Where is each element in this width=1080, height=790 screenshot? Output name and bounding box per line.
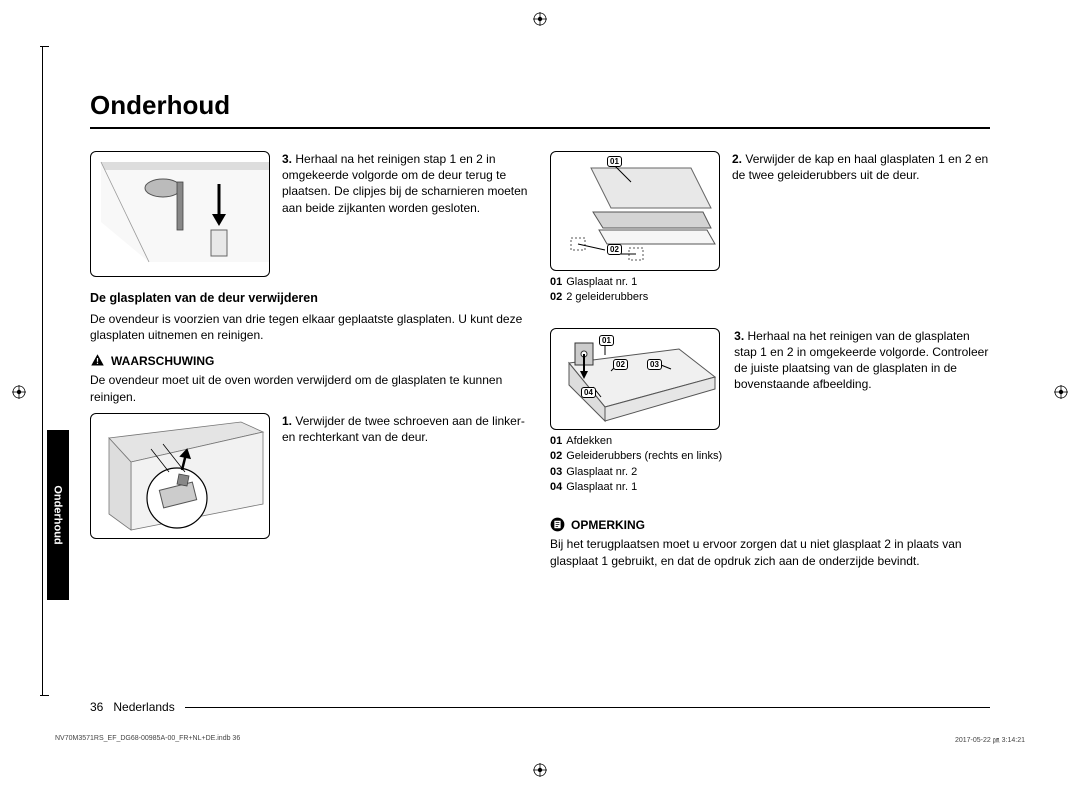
side-tab: Onderhoud <box>47 430 69 600</box>
side-tab-label: Onderhoud <box>52 485 64 544</box>
print-file: NV70M3571RS_EF_DG68-00985A-00_FR+NL+DE.i… <box>55 735 240 745</box>
subhead-glass-removal: De glasplaten van de deur verwijderen <box>90 291 530 305</box>
step-3-reassemble: 3. Herhaal na het reinigen stap 1 en 2 i… <box>282 151 530 277</box>
footer-rule <box>185 707 990 708</box>
note-row: OPMERKING <box>550 517 990 532</box>
right-column: 01 02 01Glasplaat nr. 1 022 geleiderubbe… <box>550 151 990 577</box>
warning-icon <box>90 353 105 368</box>
callout-a02: 02 <box>613 359 628 370</box>
step-3-reassemble-glass: 3. Herhaal na het reinigen van de glaspl… <box>734 328 990 504</box>
figure-remove-screws <box>90 413 270 539</box>
callout-01: 01 <box>607 156 622 167</box>
legend-fig2: 01Afdekken 02Geleiderubbers (rechts en l… <box>550 434 722 496</box>
step-2-remove-cover: 2. Verwijder de kap en haal glasplaten 1… <box>732 151 990 314</box>
left-column: 3. Herhaal na het reinigen stap 1 en 2 i… <box>90 151 530 577</box>
footer: 36 Nederlands <box>90 700 990 714</box>
page-content: Onderhoud 3. He <box>90 90 990 577</box>
print-timestamp: 2017-05-22 ㏘ 3:14:21 <box>955 735 1025 745</box>
page-title: Onderhoud <box>90 90 990 129</box>
page-language: Nederlands <box>113 700 174 714</box>
warning-row: WAARSCHUWING <box>90 353 530 368</box>
note-icon <box>550 517 565 532</box>
legend-fig1: 01Glasplaat nr. 1 022 geleiderubbers <box>550 275 720 306</box>
body-glass-intro: De ovendeur is voorzien van drie tegen e… <box>90 311 530 343</box>
warning-label: WAARSCHUWING <box>111 354 214 368</box>
registration-mark-bottom <box>533 763 547 777</box>
note-text: Bij het terugplaatsen moet u ervoor zorg… <box>550 536 990 568</box>
registration-mark-left <box>12 385 26 399</box>
thumb-index-line <box>42 46 45 696</box>
callout-a04: 04 <box>581 387 596 398</box>
figure-glass-assembly: 01 02 03 04 <box>550 328 720 430</box>
registration-mark-top <box>533 12 547 26</box>
figure-glass-1: 01 02 <box>550 151 720 271</box>
registration-mark-right <box>1054 385 1068 399</box>
page-number: 36 <box>90 700 103 714</box>
note-label: OPMERKING <box>571 518 645 532</box>
callout-a01: 01 <box>599 335 614 346</box>
callout-02: 02 <box>607 244 622 255</box>
step-1-screws: 1. Verwijder de twee schroeven aan de li… <box>282 413 530 539</box>
warning-text: De ovendeur moet uit de oven worden verw… <box>90 372 530 404</box>
callout-a03: 03 <box>647 359 662 370</box>
print-footer: NV70M3571RS_EF_DG68-00985A-00_FR+NL+DE.i… <box>55 735 1025 745</box>
figure-hinge <box>90 151 270 277</box>
